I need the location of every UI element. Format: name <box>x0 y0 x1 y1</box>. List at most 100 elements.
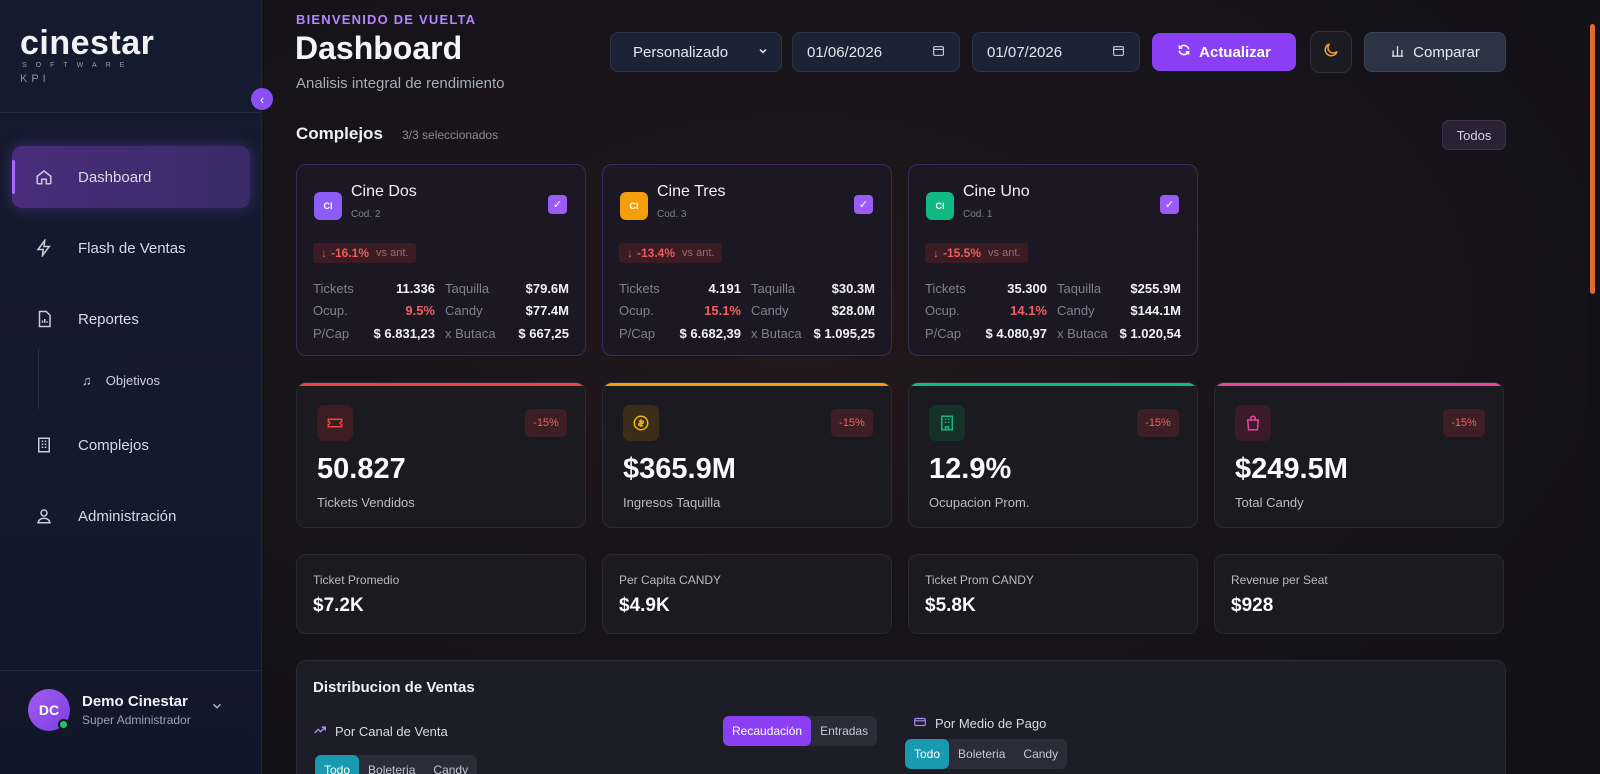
complex-delta-vs: vs ant. <box>376 247 409 259</box>
complex-badge: CI <box>926 192 954 220</box>
kpi-accent-bar <box>1215 383 1503 386</box>
date-to-value: 01/07/2026 <box>987 43 1063 61</box>
main-content: BIENVENIDO DE VUELTA Dashboard Analisis … <box>262 0 1600 774</box>
stat-value-taquilla: $30.3M <box>831 281 875 296</box>
kpi-value: $365.9M <box>623 453 736 485</box>
scrollbar-thumb[interactable] <box>1590 24 1595 294</box>
complex-delta-badge: ↓ -13.4% vs ant. <box>619 243 723 263</box>
complex-card-cine-dos[interactable]: CI Cine Dos Cod. 2 ✓ ↓ -16.1% vs ant. Ti… <box>296 164 586 356</box>
filter-candy[interactable]: Candy <box>1023 747 1059 761</box>
kpi-label: Ingresos Taquilla <box>623 495 721 510</box>
chevron-down-icon[interactable] <box>210 699 224 716</box>
stat-value-xbutaca: $ 1.095,25 <box>813 326 875 341</box>
filter-boleteria[interactable]: Boleteria <box>368 763 416 774</box>
mini-card-per-capita-candy: Per Capita CANDY $4.9K <box>602 554 892 634</box>
sidebar-item-complejos[interactable]: Complejos <box>12 414 250 476</box>
sidebar-item-dashboard[interactable]: Dashboard <box>12 146 250 208</box>
complex-card-cine-uno[interactable]: CI Cine Uno Cod. 1 ✓ ↓ -15.5% vs ant. Ti… <box>908 164 1198 356</box>
complex-badge: CI <box>620 192 648 220</box>
sidebar-subitem-objetivos[interactable]: ♫ Objetivos <box>12 349 250 409</box>
kpi-label: Tickets Vendidos <box>317 495 415 510</box>
sidebar-item-reportes[interactable]: Reportes <box>12 288 250 350</box>
trend-up-icon <box>313 723 327 740</box>
period-select-value: Personalizado <box>633 43 729 61</box>
kpi-value: 50.827 <box>317 453 406 485</box>
channel-filter: Todo Boleteria Candy <box>315 755 478 774</box>
date-from-value: 01/06/2026 <box>807 43 883 61</box>
kpi-card-candy: -15% $249.5M Total Candy <box>1214 382 1504 528</box>
select-all-button[interactable]: Todos <box>1442 120 1506 150</box>
stat-label-ocup: Ocup. <box>313 303 348 318</box>
filter-todo[interactable]: Todo <box>315 755 360 774</box>
stat-value-pcap: $ 6.831,23 <box>373 326 435 341</box>
refresh-icon <box>1177 43 1191 61</box>
scrollbar-track[interactable] <box>1588 0 1598 774</box>
kpi-label: Total Candy <box>1235 495 1304 510</box>
sidebar-item-label: Administración <box>78 507 177 525</box>
sidebar-collapse-button[interactable]: ‹ <box>251 88 273 110</box>
filter-candy[interactable]: Candy <box>433 763 469 774</box>
stat-label-tickets: Tickets <box>313 281 354 296</box>
calendar-icon[interactable] <box>1112 44 1125 61</box>
stat-value-candy: $28.0M <box>831 303 875 318</box>
stat-label-taquilla: Taquilla <box>445 281 490 296</box>
stat-label-candy: Candy <box>751 303 789 318</box>
refresh-button[interactable]: Actualizar <box>1152 33 1296 71</box>
credit-card-icon <box>913 715 927 732</box>
period-select[interactable]: Personalizado <box>610 32 782 72</box>
complex-checkbox[interactable]: ✓ <box>854 195 873 214</box>
sidebar-item-label: Flash de Ventas <box>78 239 186 257</box>
report-icon <box>34 309 54 329</box>
brand-logo[interactable]: cinestar SOFTWARE KPI <box>20 26 154 85</box>
toggle-entradas[interactable]: Entradas <box>820 724 869 738</box>
sidebar-item-flash-ventas[interactable]: Flash de Ventas <box>12 217 250 279</box>
sidebar-item-label: Reportes <box>78 310 139 328</box>
brand-product: KPI <box>20 73 50 85</box>
calendar-icon[interactable] <box>932 44 945 61</box>
building-icon <box>34 435 54 455</box>
date-from-input[interactable]: 01/06/2026 <box>792 32 960 72</box>
online-status-dot <box>58 719 69 730</box>
stat-value-ocup: 15.1% <box>704 303 741 318</box>
music-note-icon: ♫ <box>82 372 92 388</box>
bag-icon <box>1235 405 1271 441</box>
arrow-down-icon: ↓ <box>321 246 327 260</box>
complex-delta-value: -16.1% <box>331 246 370 260</box>
kpi-card-ocupacion: -15% 12.9% Ocupacion Prom. <box>908 382 1198 528</box>
complex-delta-vs: vs ant. <box>682 247 715 259</box>
refresh-label: Actualizar <box>1199 43 1271 61</box>
users-icon <box>34 506 54 526</box>
mini-value: $4.9K <box>619 595 670 616</box>
stat-value-xbutaca: $ 667,25 <box>518 326 569 341</box>
date-to-input[interactable]: 01/07/2026 <box>972 32 1140 72</box>
compare-button[interactable]: Comparar <box>1364 32 1506 72</box>
sidebar: cinestar SOFTWARE KPI Dashboard Flash de… <box>0 0 262 774</box>
complex-name: Cine Uno <box>963 183 1030 200</box>
home-icon <box>34 167 54 187</box>
filter-todo[interactable]: Todo <box>905 739 950 769</box>
theme-toggle-button[interactable] <box>1310 31 1352 73</box>
stat-value-taquilla: $255.9M <box>1130 281 1181 296</box>
ticket-icon <box>317 405 353 441</box>
stat-label-ocup: Ocup. <box>925 303 960 318</box>
user-profile[interactable]: DC Demo Cinestar Super Administrador <box>0 670 262 774</box>
kpi-card-tickets: -15% 50.827 Tickets Vendidos <box>296 382 586 528</box>
stat-label-taquilla: Taquilla <box>751 281 796 296</box>
toggle-recaudacion[interactable]: Recaudación <box>723 716 812 746</box>
sidebar-divider <box>0 112 262 113</box>
sidebar-item-label: Complejos <box>78 436 149 454</box>
complex-checkbox[interactable]: ✓ <box>1160 195 1179 214</box>
complex-checkbox[interactable]: ✓ <box>548 195 567 214</box>
filter-boleteria[interactable]: Boleteria <box>958 747 1006 761</box>
complex-code: Cod. 2 <box>351 209 381 220</box>
sales-distribution-panel: Distribucion de Ventas Por Canal de Vent… <box>296 660 1506 774</box>
kpi-value: 12.9% <box>929 453 1012 485</box>
complex-card-cine-tres[interactable]: CI Cine Tres Cod. 3 ✓ ↓ -13.4% vs ant. T… <box>602 164 892 356</box>
sidebar-item-administracion[interactable]: Administración <box>12 485 250 547</box>
mini-card-revenue-per-seat: Revenue per Seat $928 <box>1214 554 1504 634</box>
kpi-label: Ocupacion Prom. <box>929 495 1030 510</box>
complex-delta-value: -13.4% <box>637 246 676 260</box>
stat-value-tickets: 35.300 <box>1007 281 1047 296</box>
payment-filter: Todo Boleteria Candy <box>905 739 1068 769</box>
sidebar-nav: Dashboard Flash de Ventas Reportes ♫ Obj… <box>12 146 250 556</box>
